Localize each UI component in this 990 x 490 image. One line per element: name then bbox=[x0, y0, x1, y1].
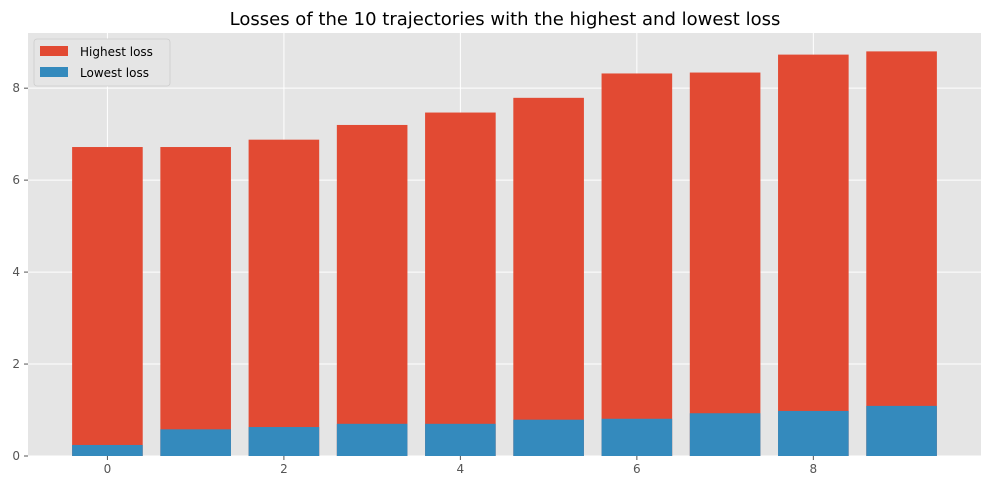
bar-lowest-loss-8 bbox=[778, 410, 849, 456]
y-tick-label-2: 2 bbox=[12, 357, 20, 371]
bar-lowest-loss-2 bbox=[248, 427, 320, 456]
legend-label-lowest-loss: Lowest loss bbox=[80, 66, 149, 80]
x-tick-label-0: 0 bbox=[104, 462, 112, 476]
chart-title: Losses of the 10 trajectories with the h… bbox=[230, 9, 781, 30]
bar-highest-loss-0 bbox=[72, 147, 143, 456]
legend-swatch-lowest-loss bbox=[40, 67, 68, 77]
legend-label-highest-loss: Highest loss bbox=[80, 45, 153, 59]
y-tick-label-4: 4 bbox=[12, 265, 20, 279]
x-tick-label-8: 8 bbox=[810, 462, 818, 476]
bar-lowest-loss-7 bbox=[689, 413, 761, 456]
bar-lowest-loss-5 bbox=[513, 419, 584, 456]
bar-highest-loss-6 bbox=[601, 73, 673, 456]
y-tick-label-6: 6 bbox=[12, 173, 20, 187]
bar-highest-loss-1 bbox=[160, 147, 231, 456]
y-tick-label-8: 8 bbox=[12, 81, 20, 95]
legend: Highest loss Lowest loss bbox=[33, 38, 171, 87]
bar-highest-loss-5 bbox=[513, 97, 584, 456]
x-tick-label-2: 2 bbox=[280, 462, 288, 476]
bar-highest-loss-8 bbox=[778, 54, 849, 457]
bar-lowest-loss-3 bbox=[336, 423, 408, 456]
bar-highest-loss-4 bbox=[425, 112, 496, 456]
bar-highest-loss-3 bbox=[336, 124, 408, 457]
bar-lowest-loss-1 bbox=[160, 429, 231, 456]
legend-swatch-highest-loss bbox=[40, 46, 68, 56]
bar-highest-loss-2 bbox=[248, 139, 320, 457]
bar-lowest-loss-4 bbox=[425, 423, 496, 456]
tick-labels: 0 2 4 6 8 0 2 4 6 8 bbox=[12, 81, 817, 476]
x-tick-label-4: 4 bbox=[457, 462, 465, 476]
bar-lowest-loss-6 bbox=[601, 418, 673, 456]
bars bbox=[72, 51, 937, 457]
bar-lowest-loss-0 bbox=[72, 444, 143, 456]
bar-highest-loss-9 bbox=[866, 51, 937, 457]
y-tick-label-0: 0 bbox=[12, 449, 20, 463]
bar-lowest-loss-9 bbox=[866, 405, 937, 456]
bar-highest-loss-7 bbox=[689, 72, 761, 456]
x-tick-label-6: 6 bbox=[633, 462, 641, 476]
